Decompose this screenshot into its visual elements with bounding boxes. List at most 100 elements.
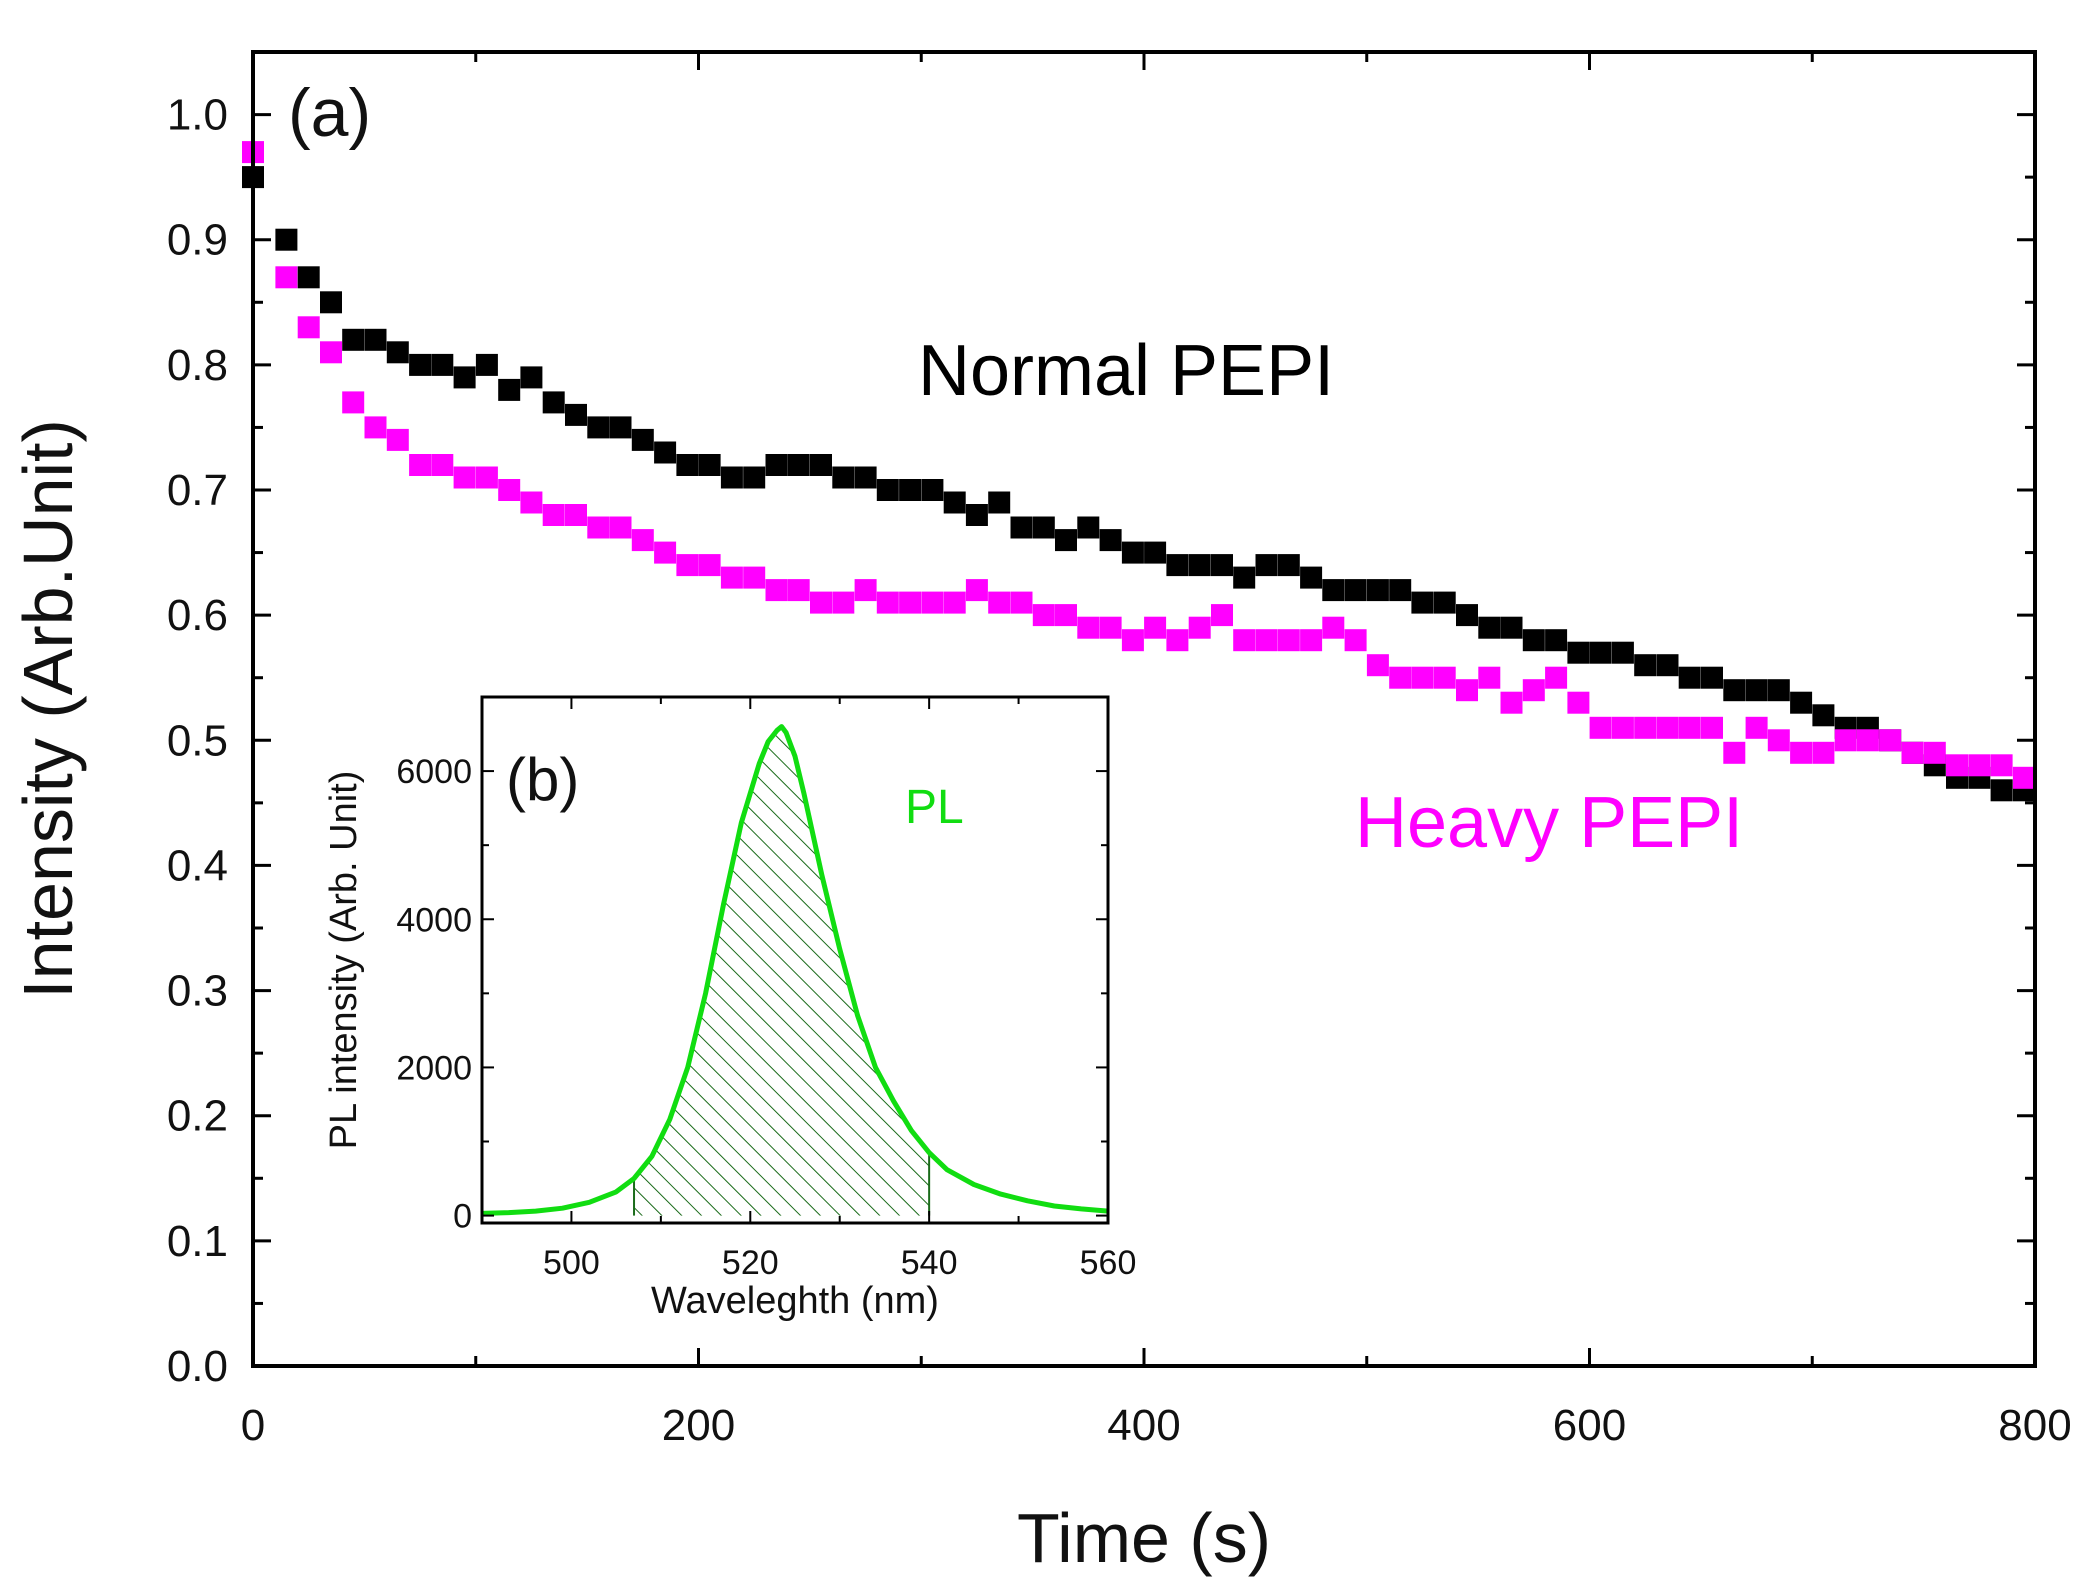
y-tick-label: 1.0	[167, 91, 228, 140]
data-point-normal-pepi	[475, 353, 498, 376]
inset-chart: 500 520 540 560 0 2000 4000 6000 (b) PL Waveleg…	[323, 695, 1137, 1322]
data-point-heavy-pepi	[1656, 716, 1679, 739]
data-point-heavy-pepi	[453, 466, 476, 489]
data-point-heavy-pepi	[1255, 629, 1278, 652]
x-tick-label: 0	[241, 1401, 265, 1450]
y-tick-label: 0.1	[167, 1217, 228, 1266]
data-point-heavy-pepi	[342, 391, 365, 414]
data-point-heavy-pepi	[1144, 616, 1167, 639]
data-point-heavy-pepi	[943, 591, 966, 614]
data-point-normal-pepi	[1389, 579, 1412, 602]
data-point-heavy-pepi	[1723, 741, 1746, 764]
data-point-heavy-pepi	[787, 579, 810, 602]
data-point-heavy-pepi	[1211, 604, 1233, 627]
data-point-normal-pepi	[720, 466, 743, 489]
panel-label-b: (b)	[506, 746, 579, 813]
data-point-heavy-pepi	[1121, 629, 1144, 652]
data-point-heavy-pepi	[1856, 729, 1879, 752]
integrated-area-hatch	[634, 726, 930, 1216]
data-point-normal-pepi	[1500, 616, 1523, 639]
data-point-heavy-pepi	[1456, 679, 1478, 702]
main-chart: 0 200 400 600 800 0.0 0.1 0.2 0.3 0.4 0.5 0.6 0.7 0.8…	[9, 50, 2072, 1577]
data-point-heavy-pepi	[921, 591, 944, 614]
y-tick-label: 0.8	[167, 341, 228, 390]
data-point-heavy-pepi	[1322, 616, 1345, 639]
data-point-heavy-pepi	[1589, 716, 1612, 739]
data-point-heavy-pepi	[854, 579, 877, 602]
data-point-normal-pepi	[1010, 516, 1033, 539]
inset-x-tick-label: 500	[543, 1244, 600, 1282]
data-point-heavy-pepi	[810, 591, 832, 614]
data-point-heavy-pepi	[1500, 691, 1523, 714]
data-point-normal-pepi	[297, 266, 320, 289]
data-point-normal-pepi	[1790, 691, 1813, 714]
y-tick-label: 0.5	[167, 716, 228, 765]
data-point-heavy-pepi	[2012, 766, 2035, 789]
y-tick-label: 0.6	[167, 591, 228, 640]
data-point-heavy-pepi	[1366, 654, 1389, 677]
inset-y-tick-label: 4000	[396, 901, 472, 939]
data-point-heavy-pepi	[364, 416, 387, 439]
data-point-normal-pepi	[1545, 629, 1568, 652]
data-point-normal-pepi	[1277, 554, 1300, 577]
data-point-heavy-pepi	[899, 591, 922, 614]
data-point-heavy-pepi	[1233, 629, 1256, 652]
data-point-heavy-pepi	[1990, 754, 2013, 777]
data-point-heavy-pepi	[1344, 629, 1367, 652]
data-point-heavy-pepi	[1077, 616, 1100, 639]
data-point-heavy-pepi	[1010, 591, 1033, 614]
data-point-normal-pepi	[565, 403, 587, 426]
data-point-normal-pepi	[1589, 641, 1612, 664]
data-point-heavy-pepi	[275, 266, 298, 289]
x-tick-label: 600	[1553, 1401, 1626, 1450]
inset-y-tick-label: 2000	[396, 1049, 472, 1087]
data-point-heavy-pepi	[988, 591, 1011, 614]
data-point-normal-pepi	[988, 491, 1011, 514]
data-point-normal-pepi	[1099, 529, 1122, 552]
data-point-heavy-pepi	[297, 316, 320, 339]
data-point-normal-pepi	[1366, 579, 1389, 602]
data-point-normal-pepi	[409, 353, 432, 376]
x-axis-title: Time (s)	[1017, 1499, 1271, 1577]
data-point-heavy-pepi	[1678, 716, 1701, 739]
data-point-normal-pepi	[609, 416, 632, 439]
y-axis-title: Intensity (Arb.Unit)	[9, 419, 87, 999]
data-point-heavy-pepi	[1567, 691, 1590, 714]
data-point-heavy-pepi	[1701, 716, 1723, 739]
main-data-points	[242, 141, 2035, 802]
y-tick-label: 0.7	[167, 466, 228, 515]
data-point-normal-pepi	[1567, 641, 1590, 664]
data-point-heavy-pepi	[1188, 616, 1211, 639]
data-point-heavy-pepi	[320, 341, 342, 364]
data-point-heavy-pepi	[1300, 629, 1323, 652]
data-point-normal-pepi	[1300, 566, 1323, 589]
data-point-heavy-pepi	[1968, 754, 1991, 777]
data-point-normal-pepi	[810, 454, 832, 476]
data-point-heavy-pepi	[1834, 729, 1857, 752]
data-point-normal-pepi	[631, 428, 654, 451]
data-point-normal-pepi	[832, 466, 855, 489]
data-point-heavy-pepi	[1478, 666, 1501, 689]
data-point-heavy-pepi	[1055, 604, 1077, 627]
x-tick-label: 800	[1998, 1401, 2071, 1450]
data-point-normal-pepi	[587, 416, 610, 439]
data-point-normal-pepi	[364, 328, 387, 351]
series-label-pl: PL	[905, 781, 964, 834]
data-point-heavy-pepi	[409, 454, 432, 476]
inset-axis-ticks: 500 520 540 560 0 2000 4000 6000	[396, 696, 1137, 1282]
data-point-normal-pepi	[876, 479, 899, 501]
data-point-heavy-pepi	[654, 541, 677, 564]
data-point-normal-pepi	[431, 353, 454, 376]
data-point-normal-pepi	[1233, 566, 1256, 589]
data-point-normal-pepi	[1433, 591, 1456, 614]
y-tick-label: 0.3	[167, 967, 228, 1016]
data-point-heavy-pepi	[1277, 629, 1300, 652]
data-point-heavy-pepi	[565, 504, 587, 526]
data-point-heavy-pepi	[1389, 666, 1412, 689]
data-point-normal-pepi	[275, 228, 298, 251]
data-point-normal-pepi	[921, 479, 944, 501]
inset-x-tick-label: 560	[1080, 1244, 1137, 1282]
data-point-normal-pepi	[1166, 554, 1189, 577]
data-point-normal-pepi	[854, 466, 877, 489]
data-point-heavy-pepi	[1166, 629, 1189, 652]
